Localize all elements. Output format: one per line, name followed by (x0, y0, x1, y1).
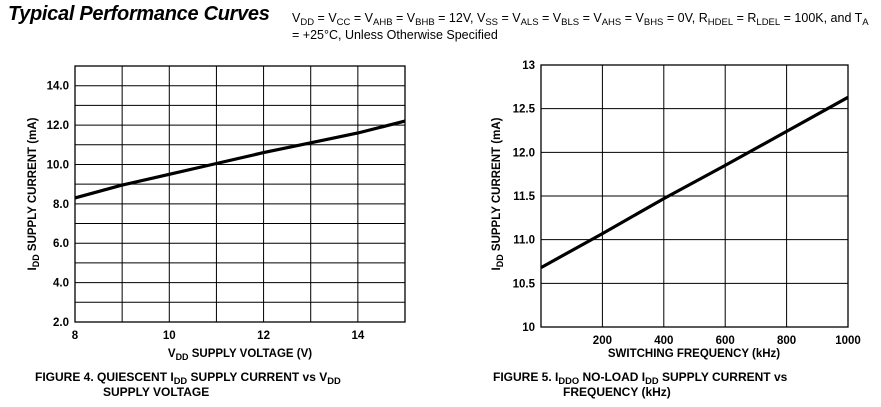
figure-caption-line2: SUPPLY VOLTAGE (103, 385, 209, 399)
series-line (540, 95, 849, 269)
series-line (74, 119, 406, 200)
y-tick-label: 11.0 (513, 235, 535, 247)
x-tick-label: 12 (257, 330, 270, 342)
chart-5: 200 400 600 800 1000 10 10.5 11.0 11.5 12.0 12.5 13… (491, 60, 861, 399)
test-conditions: VDD = VCC = VAHB = VBHB = 12V, VSS = VAL… (292, 11, 869, 42)
x-tick-label: 14 (351, 330, 364, 342)
x-tick-label: 600 (716, 335, 735, 347)
chart-4: 8 10 12 14 2.0 4.0 6.0 8.0 10.0 12.0 14.0 VDD SUPPL… (27, 65, 406, 399)
x-tick-label: 1000 (835, 335, 861, 347)
y-axis-label: IDD SUPPLY CURRENT (mA) (491, 117, 505, 270)
figure-caption: FIGURE 4. QUIESCENT IDD SUPPLY CURRENT v… (35, 370, 341, 386)
plot-frame (74, 65, 406, 323)
y-tick-label: 10 (522, 322, 535, 334)
figure-caption: FIGURE 5. IDDO NO-LOAD IDD SUPPLY CURREN… (493, 370, 788, 386)
y-tick-label: 12.0 (47, 120, 69, 132)
y-tick-label: 10.5 (513, 278, 536, 290)
figure-caption-line2: FREQUENCY (kHz) (563, 385, 671, 399)
page-title: Typical Performance Curves (8, 3, 270, 25)
x-axis-label: SWITCHING FREQUENCY (kHz) (608, 348, 780, 360)
y-tick-label: 12.0 (513, 147, 535, 159)
y-tick-label: 8.0 (53, 199, 69, 211)
x-axis-label: VDD SUPPLY VOLTAGE (V) (168, 348, 312, 362)
y-tick-label: 6.0 (53, 238, 69, 250)
y-axis-label: IDD SUPPLY CURRENT (mA) (27, 117, 41, 270)
x-tick-label: 800 (777, 335, 796, 347)
y-tick-label: 13 (522, 60, 535, 72)
x-tick-label: 400 (654, 335, 673, 347)
y-tick-label: 10.0 (47, 159, 69, 171)
x-tick-label: 10 (163, 330, 176, 342)
x-tick-label: 8 (72, 330, 79, 342)
y-tick-label: 14.0 (47, 81, 69, 93)
y-tick-label: 12.5 (513, 104, 536, 116)
plot-frame (540, 64, 849, 328)
y-tick-label: 4.0 (53, 278, 69, 290)
x-tick-label: 200 (593, 335, 612, 347)
y-tick-label: 11.5 (513, 191, 535, 203)
y-tick-label: 2.0 (53, 317, 69, 329)
